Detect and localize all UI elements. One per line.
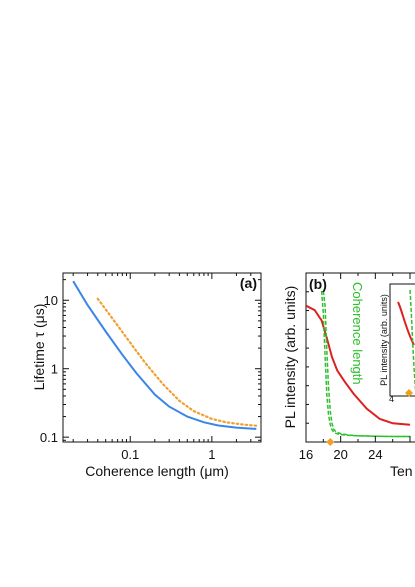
- xtick-label-b: 24: [368, 447, 382, 462]
- series-line-a-1: [96, 297, 258, 427]
- series-line-b-1: [322, 290, 410, 438]
- panel-label-b: (b): [309, 276, 327, 292]
- ytick-label-a: 10: [44, 293, 58, 308]
- panel-label-a: (a): [240, 275, 257, 291]
- axes-frame-b: [305, 272, 415, 443]
- series-group-a: [72, 280, 258, 430]
- xtick-label-b: 16: [299, 447, 313, 462]
- xtick-label-a: 0.1: [121, 447, 139, 462]
- xtick-label-a: 1: [208, 447, 215, 462]
- series-group-b: [306, 290, 411, 446]
- inset-green-curve: [409, 289, 415, 392]
- ytick-label-a: 0.1: [40, 430, 58, 445]
- annotation-coherence-length: Coherence length: [350, 282, 365, 385]
- ytick-label-a: 1: [51, 362, 58, 377]
- ylabel-a: Lifetime τ (μs): [31, 304, 47, 391]
- series-line-b-0: [306, 304, 411, 426]
- xtick-label-b: 20: [333, 447, 347, 462]
- axes-frame-a: [62, 272, 262, 443]
- diamond-marker-b: [326, 438, 335, 446]
- xlabel-b: Ten: [390, 463, 413, 479]
- ticks-a: 0.1 1 0.1 1 10: [40, 273, 262, 462]
- xlabel-a: Coherence length (μm): [85, 463, 228, 479]
- ylabel-b: PL intensity (arb. units): [282, 286, 298, 429]
- inset-diamond-marker: [405, 389, 413, 397]
- panel-b: 16 20 24 (b) Coherence length Ten PL inten…: [282, 272, 415, 479]
- ticks-b: 16 20 24: [299, 273, 411, 462]
- series-line-a-0: [72, 280, 257, 430]
- inset: PL intensity (arb. units) 4: [379, 283, 415, 404]
- inset-xtick-label: 4: [389, 394, 394, 404]
- inset-ylabel: PL intensity (arb. units): [379, 294, 389, 386]
- series-line-b-2: [320, 290, 410, 438]
- panel-a: 0.1 1 0.1 1 10 (a) Coherence length (μm) Lif…: [31, 272, 262, 479]
